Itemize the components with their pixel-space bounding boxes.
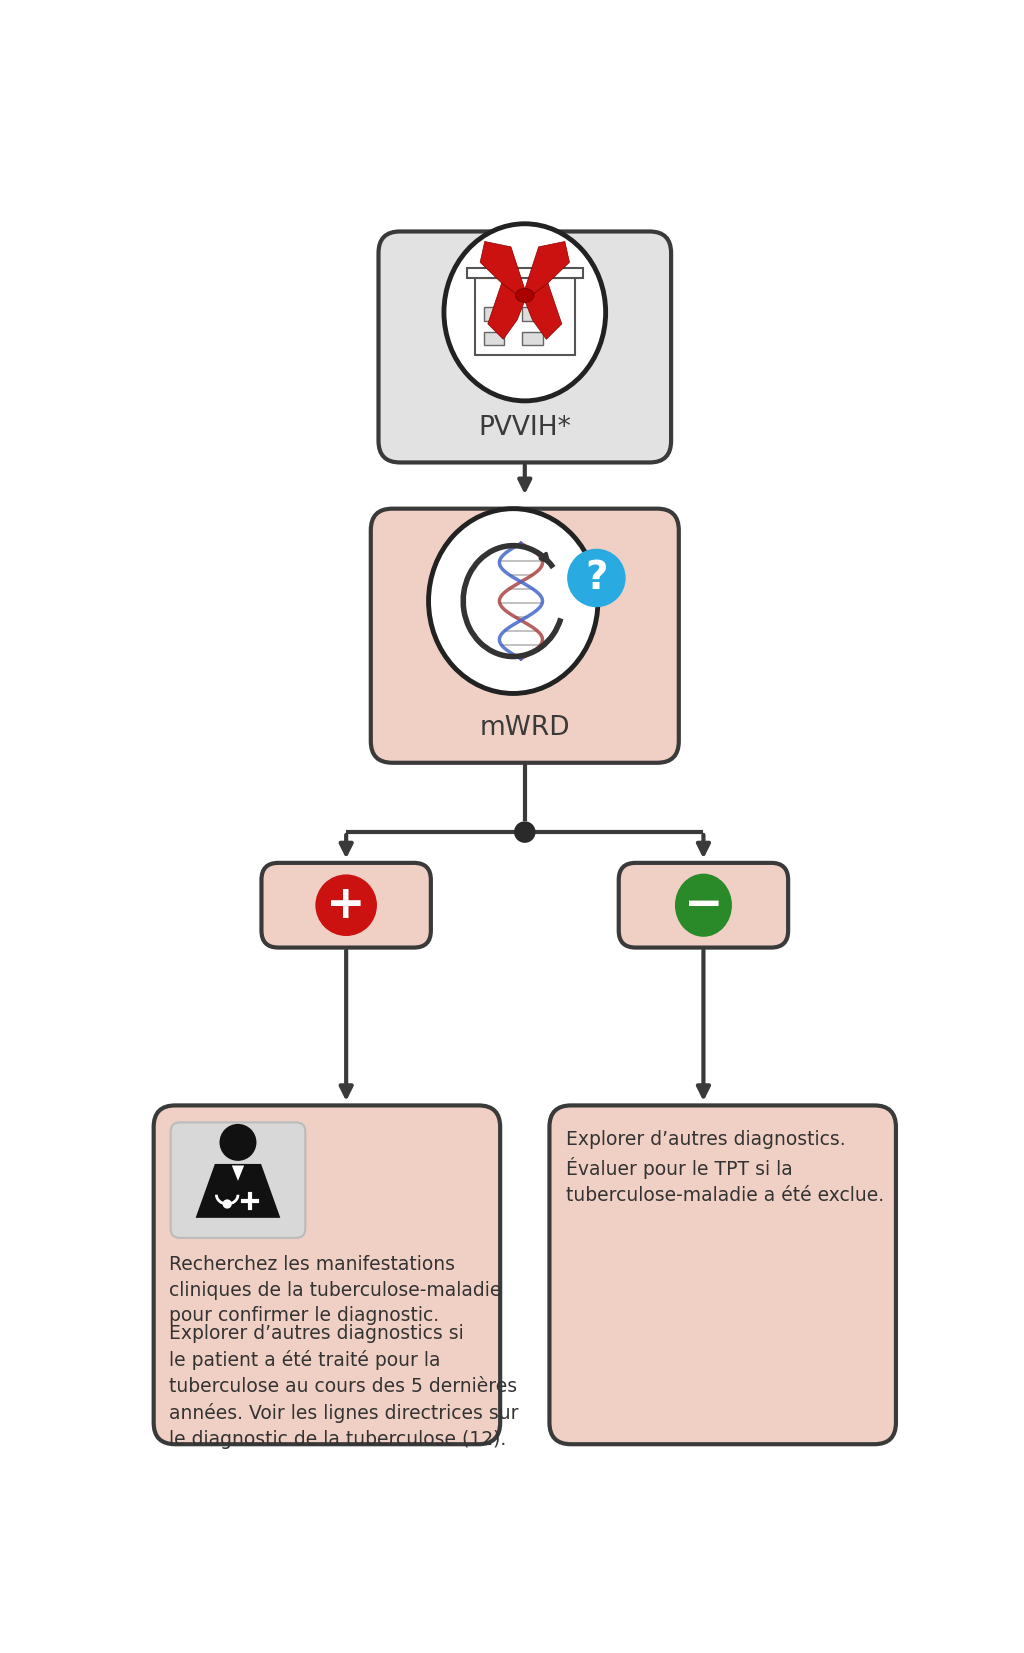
FancyBboxPatch shape <box>379 231 671 463</box>
FancyBboxPatch shape <box>154 1106 500 1445</box>
Ellipse shape <box>444 223 605 402</box>
Circle shape <box>567 549 626 607</box>
Ellipse shape <box>515 289 535 302</box>
Text: Recherchez les manifestations
cliniques de la tuberculose-maladie
pour confirmer: Recherchez les manifestations cliniques … <box>169 1255 502 1326</box>
Polygon shape <box>487 283 524 339</box>
FancyBboxPatch shape <box>261 863 431 947</box>
Text: ?: ? <box>585 559 607 597</box>
Text: −: − <box>684 883 723 927</box>
Circle shape <box>315 874 377 936</box>
Polygon shape <box>524 241 569 301</box>
FancyBboxPatch shape <box>618 863 788 947</box>
Text: PVVIH*: PVVIH* <box>478 415 571 441</box>
FancyBboxPatch shape <box>467 268 583 278</box>
FancyBboxPatch shape <box>522 307 543 321</box>
FancyBboxPatch shape <box>550 1106 896 1445</box>
Polygon shape <box>480 241 524 301</box>
Text: Explorer d’autres diagnostics si
le patient a été traité pour la
tuberculose au : Explorer d’autres diagnostics si le pati… <box>169 1324 518 1450</box>
Ellipse shape <box>675 874 732 937</box>
FancyBboxPatch shape <box>484 307 504 321</box>
FancyBboxPatch shape <box>371 509 679 762</box>
Circle shape <box>222 1200 231 1208</box>
FancyBboxPatch shape <box>484 332 504 345</box>
Text: +: + <box>327 883 366 927</box>
Text: mWRD: mWRD <box>479 716 570 741</box>
Polygon shape <box>196 1164 281 1218</box>
Polygon shape <box>524 283 562 339</box>
Circle shape <box>219 1124 256 1160</box>
FancyBboxPatch shape <box>171 1122 305 1238</box>
Text: Explorer d’autres diagnostics.
Évaluer pour le TPT si la
tuberculose-maladie a é: Explorer d’autres diagnostics. Évaluer p… <box>566 1131 885 1205</box>
Polygon shape <box>231 1165 244 1180</box>
FancyBboxPatch shape <box>522 332 543 345</box>
Circle shape <box>514 822 536 843</box>
FancyBboxPatch shape <box>475 278 574 355</box>
Ellipse shape <box>429 509 598 694</box>
